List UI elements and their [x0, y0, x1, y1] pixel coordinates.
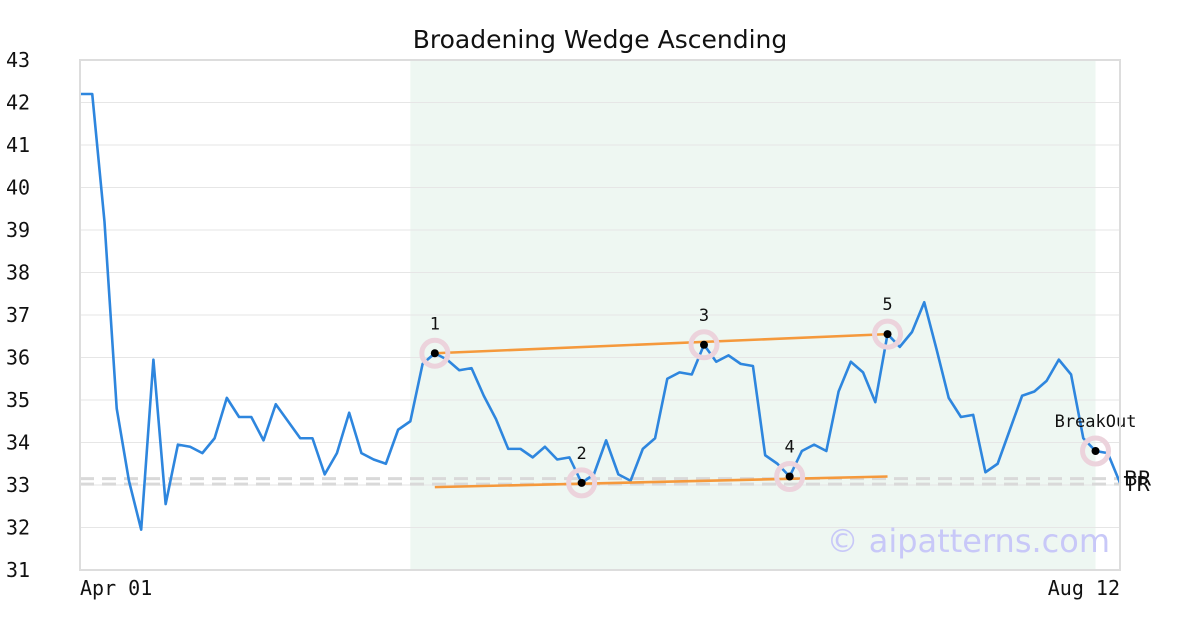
pivot-point	[577, 478, 586, 487]
pivot-point	[883, 330, 892, 339]
pivot-halo	[872, 318, 904, 350]
y-tick-label: 40	[6, 176, 30, 200]
trend-line-upper	[434, 332, 888, 355]
y-tick-label: 36	[6, 346, 30, 370]
y-tick-label: 41	[6, 133, 30, 157]
pivot-halo	[688, 329, 720, 361]
y-tick-label: 38	[6, 261, 30, 285]
y-tick-label: 39	[6, 218, 30, 242]
pivot-label: 2	[577, 444, 587, 464]
pivot-halo	[566, 467, 598, 499]
y-tick-label: 34	[6, 431, 30, 455]
trend-line-lower	[434, 475, 888, 489]
pivot-halo	[419, 337, 451, 369]
pivot-halo	[774, 461, 806, 492]
y-tick-label: 43	[6, 48, 30, 72]
y-tick-label: 35	[6, 388, 30, 412]
plot-frame	[79, 59, 1121, 571]
pivot-label: 5	[882, 295, 892, 315]
x-tick-label: Apr 01	[80, 576, 152, 600]
pivot-halo	[1080, 435, 1112, 467]
y-tick-label: 32	[6, 516, 30, 540]
pivot-label: 4	[785, 438, 795, 458]
y-tick-label: 31	[6, 558, 30, 582]
y-tick-label: 37	[6, 303, 30, 327]
price-line	[80, 92, 1122, 531]
pivot-point	[785, 472, 794, 481]
pivot-label: 1	[430, 314, 440, 334]
pivot-label: 3	[699, 306, 709, 326]
x-tick-label: Aug 12	[1048, 576, 1120, 600]
y-tick-label: 33	[6, 473, 30, 497]
reference-label: TR	[1123, 472, 1150, 496]
pivot-point	[700, 340, 708, 349]
watermark: © aipatterns.com	[827, 522, 1110, 560]
pivot-label: BreakOut	[1055, 412, 1137, 432]
y-tick-label: 42	[6, 91, 30, 115]
pivot-point	[430, 349, 439, 358]
chart-title: Broadening Wedge Ascending	[413, 25, 788, 54]
reference-label: BR	[1124, 467, 1152, 491]
pivot-point	[1091, 447, 1100, 455]
